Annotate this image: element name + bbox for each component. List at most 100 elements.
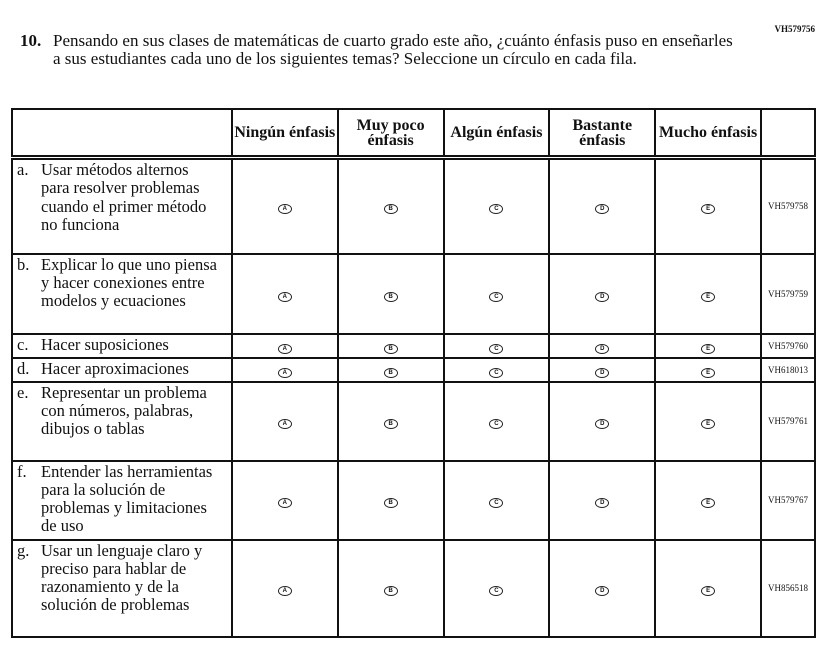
row-letter: g. (17, 540, 30, 560)
option-cell: A (230, 332, 339, 359)
item-id: VH618013 (760, 356, 816, 383)
option-cell: B (336, 459, 445, 541)
option-cell: C (442, 380, 551, 462)
radio-bubble-c[interactable]: C (489, 586, 504, 596)
radio-bubble-d[interactable]: D (595, 204, 610, 215)
row-letter: d. (17, 358, 30, 378)
radio-bubble-c[interactable]: C (489, 343, 504, 354)
radio-bubble-e[interactable]: E (701, 419, 716, 429)
question-number: 10. (20, 31, 42, 50)
option-cell: E (654, 380, 762, 462)
radio-bubble-b[interactable]: B (383, 498, 398, 508)
option-cell: E (654, 156, 762, 255)
row-label: a. Usar métodos alternos para resolver pr… (11, 156, 233, 255)
option-cell: A (230, 252, 339, 335)
header-blank (11, 108, 233, 160)
radio-bubble-a[interactable]: A (277, 586, 292, 596)
item-id: VH579759 (760, 252, 816, 335)
radio-bubble-a[interactable]: A (277, 419, 292, 429)
radio-bubble-b[interactable]: B (383, 586, 398, 596)
radio-bubble-c[interactable]: C (489, 419, 504, 429)
question-id: VH579756 (774, 24, 816, 34)
radio-bubble-d[interactable]: D (595, 419, 610, 429)
radio-bubble-a[interactable]: A (277, 343, 292, 354)
radio-bubble-b[interactable]: B (383, 204, 398, 215)
row-text: Entender las herramientas para la soluci… (41, 461, 213, 536)
option-cell: C (442, 538, 551, 638)
row-text: Representar un problema con números, pal… (41, 382, 207, 439)
question-text: Pensando en sus clases de matemáticas de… (53, 31, 733, 68)
radio-bubble-a[interactable]: A (277, 291, 292, 302)
radio-bubble-a[interactable]: A (277, 204, 292, 215)
row-text: Usar métodos alternos para resolver prob… (41, 160, 207, 234)
option-cell: D (548, 459, 657, 541)
radio-bubble-b[interactable]: B (383, 367, 398, 378)
radio-bubble-d[interactable]: D (595, 498, 610, 508)
row-text: Usar un lenguaje claro y preciso para ha… (41, 540, 203, 615)
option-cell: C (442, 459, 551, 541)
column-header: Muy poco énfasis (336, 108, 445, 160)
radio-bubble-e[interactable]: E (701, 586, 716, 596)
item-id: VH579758 (760, 156, 816, 255)
item-id: VH856518 (760, 538, 816, 638)
option-cell: B (336, 538, 445, 638)
row-label: f. Entender las herramientas para la solu… (11, 459, 233, 541)
response-grid: Ningún énfasis Muy poco énfasis Algún énfa… (11, 108, 816, 638)
radio-bubble-a[interactable]: A (277, 498, 292, 508)
option-cell: B (336, 380, 445, 462)
radio-bubble-e[interactable]: E (701, 343, 716, 354)
radio-bubble-c[interactable]: C (489, 291, 504, 302)
option-cell: B (336, 332, 445, 359)
radio-bubble-e[interactable]: E (701, 498, 716, 508)
radio-bubble-d[interactable]: D (595, 343, 610, 354)
option-cell: D (548, 538, 657, 638)
table-row: b. Explicar lo que uno piensa y hacer con… (11, 252, 816, 335)
option-cell: B (336, 156, 445, 255)
column-header: Mucho énfasis (654, 108, 762, 160)
option-cell: A (230, 156, 339, 255)
table-row: a. Usar métodos alternos para resolver pr… (11, 156, 816, 255)
radio-bubble-e[interactable]: E (701, 291, 716, 302)
option-cell: E (654, 459, 762, 541)
radio-bubble-b[interactable]: B (383, 343, 398, 354)
row-letter: a. (17, 160, 29, 179)
radio-bubble-d[interactable]: D (595, 586, 610, 596)
column-header: Ningún énfasis (230, 108, 339, 160)
row-label: c. Hacer suposiciones (11, 332, 233, 359)
radio-bubble-b[interactable]: B (383, 291, 398, 302)
radio-bubble-d[interactable]: D (595, 367, 610, 378)
option-cell: C (442, 156, 551, 255)
row-label: e. Representar un problema con números, p… (11, 380, 233, 462)
option-cell: D (548, 380, 657, 462)
radio-bubble-c[interactable]: C (489, 498, 504, 508)
radio-bubble-e[interactable]: E (701, 367, 716, 378)
row-text: Explicar lo que uno piensa y hacer conex… (41, 254, 217, 311)
radio-bubble-c[interactable]: C (489, 367, 504, 378)
row-letter: f. (17, 461, 27, 481)
radio-bubble-b[interactable]: B (383, 419, 398, 429)
option-cell: A (230, 459, 339, 541)
table-row: f. Entender las herramientas para la solu… (11, 459, 816, 541)
option-cell: A (230, 380, 339, 462)
table-row: c. Hacer suposiciones A B C D E VH579760 (11, 332, 816, 359)
option-cell: A (230, 356, 339, 383)
table-row: e. Representar un problema con números, p… (11, 380, 816, 462)
column-header: Algún énfasis (442, 108, 551, 160)
option-cell: C (442, 252, 551, 335)
item-id: VH579760 (760, 332, 816, 359)
radio-bubble-a[interactable]: A (277, 367, 292, 378)
table-row: g. Usar un lenguaje claro y preciso para … (11, 538, 816, 638)
radio-bubble-d[interactable]: D (595, 291, 610, 302)
row-label: d. Hacer aproximaciones (11, 356, 233, 383)
option-cell: D (548, 156, 657, 255)
radio-bubble-e[interactable]: E (701, 204, 716, 215)
option-cell: E (654, 538, 762, 638)
row-text: Hacer aproximaciones (41, 358, 189, 378)
option-cell: B (336, 252, 445, 335)
option-cell: C (442, 356, 551, 383)
item-id: VH579767 (760, 459, 816, 541)
row-letter: b. (17, 254, 30, 274)
table-row: d. Hacer aproximaciones A B C D E VH618013 (11, 356, 816, 383)
radio-bubble-c[interactable]: C (489, 204, 504, 215)
option-cell: D (548, 252, 657, 335)
